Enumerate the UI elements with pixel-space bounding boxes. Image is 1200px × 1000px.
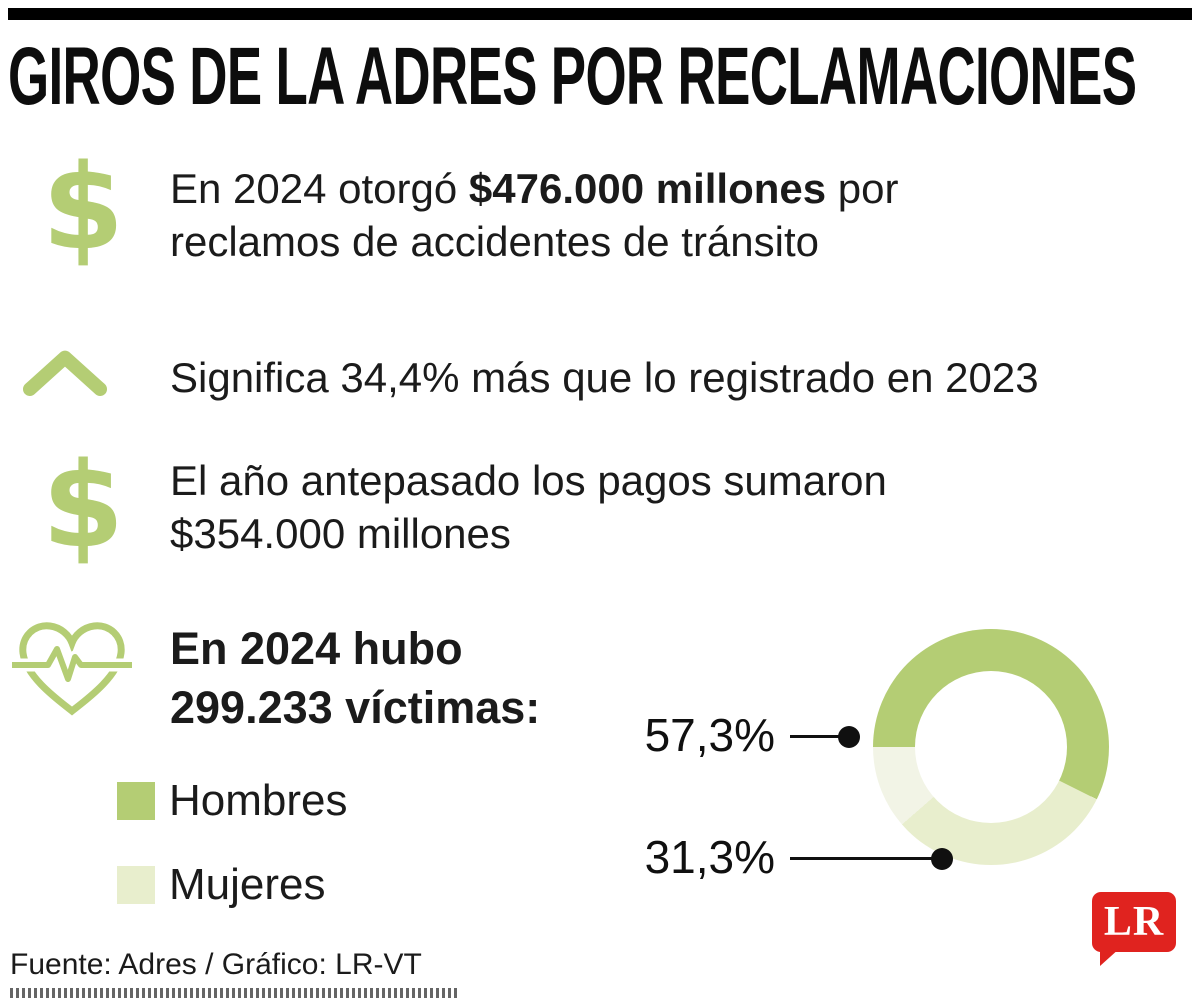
legend-label: Mujeres	[169, 860, 326, 909]
top-rule	[8, 8, 1192, 20]
dollar-glyph: $	[42, 436, 125, 574]
fine-print-illegible	[10, 988, 458, 998]
callout-dot-mujeres	[931, 848, 953, 870]
data-label-hombres: 57,3%	[644, 709, 775, 761]
source-credit: Fuente: Adres / Gráfico: LR-VT	[10, 948, 422, 981]
donut-hole	[915, 671, 1067, 823]
lr-logo: LR	[1092, 892, 1176, 968]
callout-dot-hombres	[838, 726, 860, 748]
heart-pulse-icon	[9, 612, 135, 727]
legend-item-hombres: Hombres	[117, 776, 348, 826]
text-segment: En 2024 otorgó	[170, 165, 469, 212]
dollar-glyph: $	[42, 138, 125, 276]
text-segment: Significa 34,4% más que lo registrado en…	[170, 354, 1039, 401]
dollar-sign-icon: $	[42, 148, 124, 266]
dollar-sign-icon: $	[42, 446, 124, 564]
text-segment: El año antepasado los pagos sumaron	[170, 457, 887, 504]
bullet-text-increase: Significa 34,4% más que lo registrado en…	[170, 352, 1039, 405]
legend-swatch	[117, 866, 155, 904]
bullet-text-payments-2022: El año antepasado los pagos sumaron $354…	[170, 455, 887, 561]
chevron-up-icon	[22, 348, 108, 401]
legend-swatch	[117, 782, 155, 820]
donut-chart	[873, 629, 1109, 865]
text-segment: $354.000 millones	[170, 509, 511, 557]
text-segment: 299.233 víctimas:	[170, 681, 541, 733]
bullet-text-victims: En 2024 hubo 299.233 víctimas:	[170, 620, 540, 737]
lr-logo-body: LR	[1092, 892, 1176, 952]
text-segment-bold: $476.000 millones	[468, 165, 827, 212]
callout-line-hombres	[790, 735, 846, 738]
page-title: GIROS DE LA ADRES POR RECLAMACIONES	[8, 31, 1137, 122]
callout-line-mujeres	[790, 857, 934, 860]
legend-item-mujeres: Mujeres	[117, 860, 326, 910]
text-segment: En 2024 hubo	[170, 623, 463, 674]
legend-label: Hombres	[169, 776, 348, 825]
text-segment: reclamos de accidentes de tránsito	[170, 217, 820, 265]
bullet-text-payments-2024: En 2024 otorgó $476.000 millones por rec…	[170, 163, 899, 269]
text-segment: por	[826, 165, 899, 212]
lr-logo-text: LR	[1103, 899, 1165, 945]
data-label-mujeres: 31,3%	[644, 831, 775, 883]
